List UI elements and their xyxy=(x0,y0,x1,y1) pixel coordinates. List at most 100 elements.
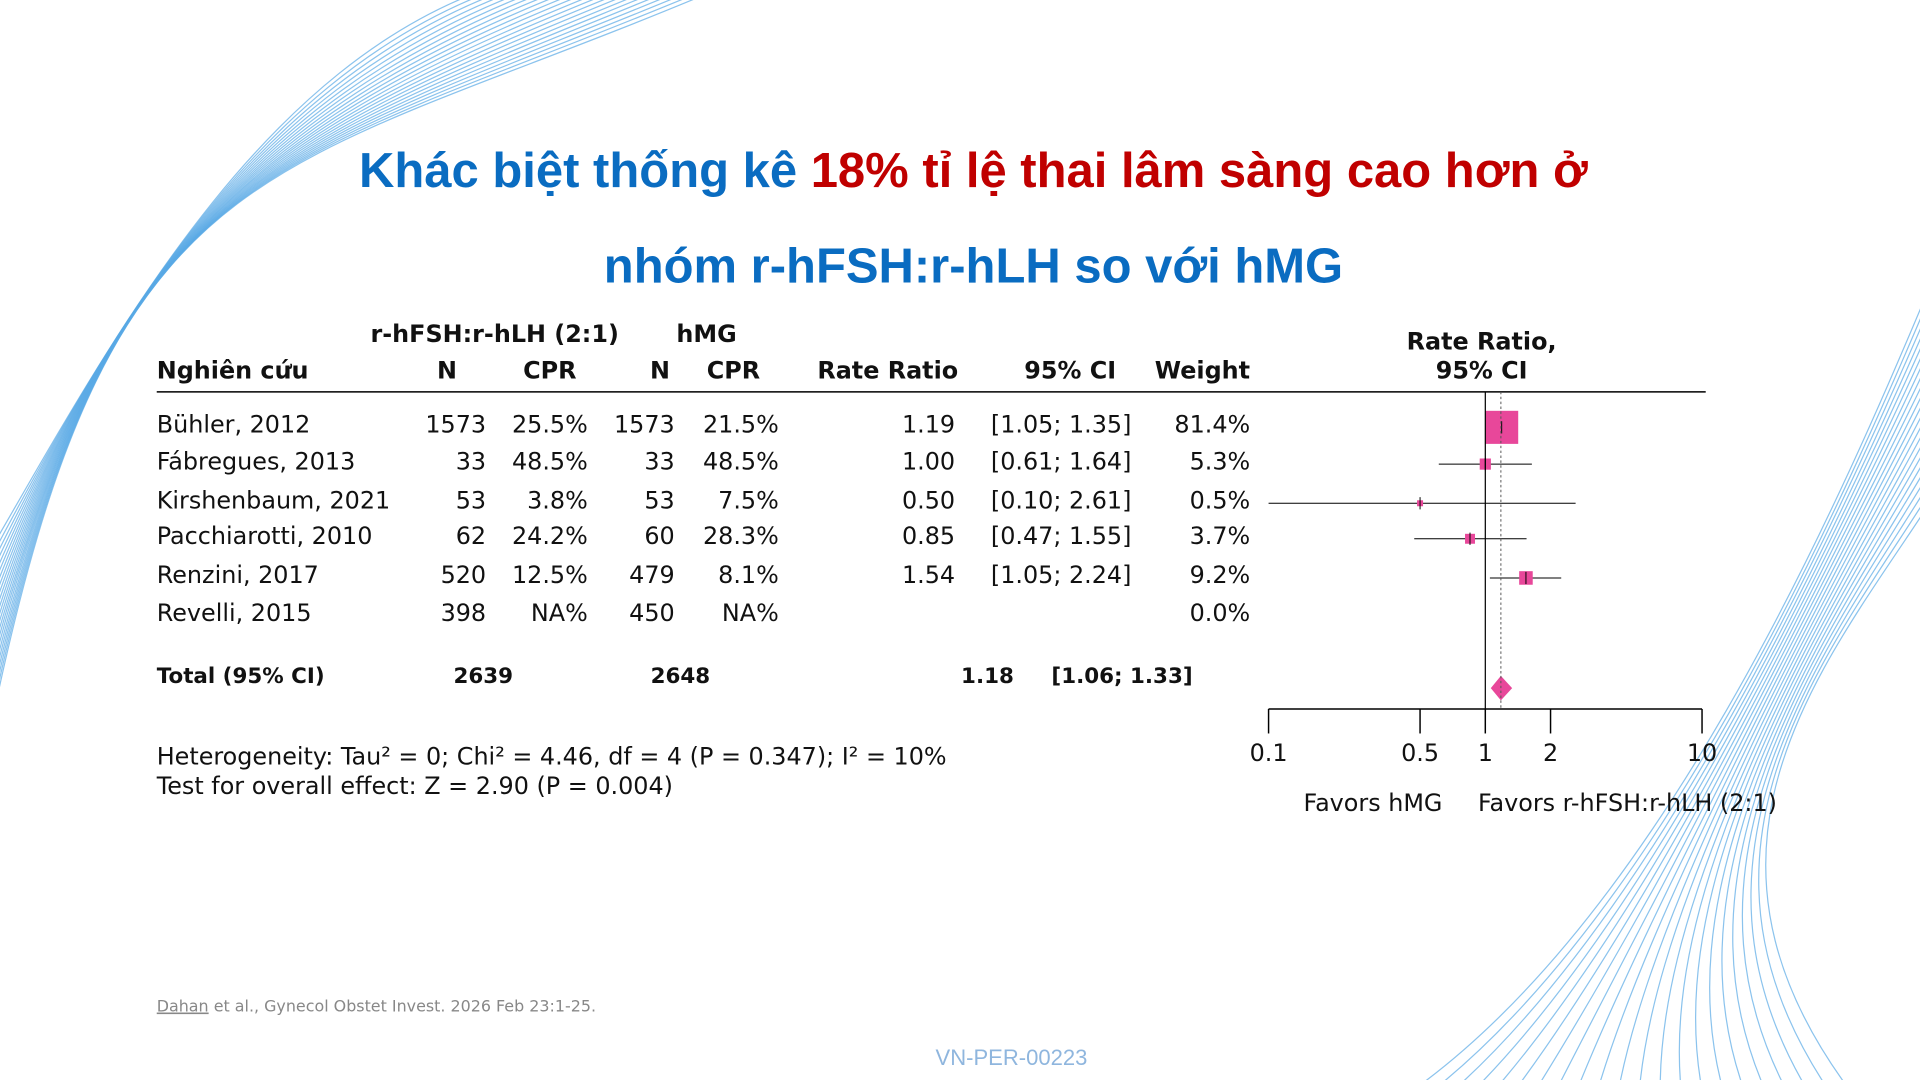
table-cell: 3.8% xyxy=(527,487,588,515)
wave xyxy=(1765,516,1920,1080)
wave xyxy=(1639,417,1920,1080)
column-header: 95% CI xyxy=(1024,357,1116,385)
wave xyxy=(1580,387,1920,1080)
table-cell: 1573 xyxy=(614,411,675,439)
table-cell: Pacchiarotti, 2010 xyxy=(157,522,373,550)
table-cell: Kirshenbaum, 2021 xyxy=(157,487,390,515)
total-diamond xyxy=(1490,675,1513,701)
weight: 0.5% xyxy=(1190,487,1251,515)
footnote: Dahan et al., Gynecol Obstet Invest. 202… xyxy=(157,996,596,1015)
rate-ratio: 1.19 xyxy=(902,411,955,439)
rate-ratio: 1.54 xyxy=(902,561,955,589)
column-header: CPR xyxy=(523,357,576,385)
plot-header: Rate Ratio, xyxy=(1407,327,1557,355)
wave xyxy=(1560,377,1920,1080)
table-cell: 60 xyxy=(644,522,674,550)
wave xyxy=(1521,358,1920,1080)
weight: 81.4% xyxy=(1174,411,1250,439)
table-cell: 62 xyxy=(456,522,486,550)
column-header: Weight xyxy=(1155,357,1250,385)
wave xyxy=(0,0,472,542)
total-n: 2639 xyxy=(453,664,513,689)
table-cell: 479 xyxy=(629,561,675,589)
column-header: N xyxy=(650,357,670,385)
footnote-author: Dahan xyxy=(157,996,209,1015)
column-header: Rate Ratio xyxy=(817,357,958,385)
table-cell: 53 xyxy=(456,487,486,515)
ci-label: [0.10; 2.61] xyxy=(991,487,1132,515)
wave xyxy=(1502,348,1920,1080)
doc-code: VN-PER-00223 xyxy=(936,1045,1088,1070)
group-header: r-hFSH:r-hLH (2:1) xyxy=(371,320,619,348)
table-cell: Fábregues, 2013 xyxy=(157,447,356,475)
stats-line: Test for overall effect: Z = 2.90 (P = 0… xyxy=(156,772,673,800)
x-tick-label: 0.1 xyxy=(1250,739,1288,767)
favors-left: Favors hMG xyxy=(1304,789,1443,817)
wave xyxy=(1425,308,1920,1080)
table-cell: NA% xyxy=(531,599,588,627)
table-cell: 12.5% xyxy=(512,561,588,589)
weight: 0.0% xyxy=(1190,599,1251,627)
table-cell: 7.5% xyxy=(718,487,779,515)
table-cell: 33 xyxy=(456,447,486,475)
total-rr: 1.18 xyxy=(961,664,1014,689)
wave xyxy=(1741,487,1920,1080)
table-cell: 1573 xyxy=(425,411,486,439)
wave xyxy=(0,0,694,688)
rate-ratio: 1.00 xyxy=(902,447,955,475)
rate-ratio: 0.85 xyxy=(902,522,955,550)
stats-line: Heterogeneity: Tau² = 0; Chi² = 4.46, df… xyxy=(157,742,947,770)
weight: 5.3% xyxy=(1190,447,1251,475)
table-cell: 21.5% xyxy=(703,411,779,439)
wave xyxy=(1444,318,1920,1080)
x-tick-label: 0.5 xyxy=(1401,739,1439,767)
wave xyxy=(1659,427,1920,1080)
wave xyxy=(1750,496,1920,1080)
ci-label: [0.61; 1.64] xyxy=(991,447,1132,475)
column-header: Nghiên cứu xyxy=(157,357,309,385)
favors-right: Favors r-hFSH:r-hLH (2:1) xyxy=(1478,789,1777,817)
table-cell: Renzini, 2017 xyxy=(157,561,319,589)
wave xyxy=(1463,328,1920,1080)
group-header: hMG xyxy=(676,320,736,348)
wave xyxy=(1721,467,1920,1080)
total-label: Total (95% CI) xyxy=(157,664,325,689)
wave xyxy=(1678,437,1920,1080)
table-cell: 520 xyxy=(441,561,487,589)
ci-label: [1.05; 2.24] xyxy=(991,561,1132,589)
wave xyxy=(0,0,483,550)
column-header: CPR xyxy=(707,357,760,385)
wave xyxy=(0,0,494,557)
wave xyxy=(1695,447,1920,1080)
title-part: 18% tỉ lệ thai lâm sàng cao hơn ở xyxy=(811,144,1588,198)
wave xyxy=(1732,477,1920,1080)
x-tick-label: 10 xyxy=(1687,739,1717,767)
total-n: 2648 xyxy=(651,664,711,689)
wave xyxy=(1600,397,1920,1080)
title-line: nhóm r-hFSH:r-hLH so với hMG xyxy=(604,239,1343,293)
table-cell: 33 xyxy=(644,447,674,475)
table-cell: 28.3% xyxy=(703,522,779,550)
x-tick-label: 1 xyxy=(1478,739,1493,767)
wave xyxy=(1619,407,1920,1080)
title-part: Khác biệt thống kê xyxy=(359,144,811,198)
table-cell: 24.2% xyxy=(512,522,588,550)
table-cell: 48.5% xyxy=(512,447,588,475)
wave xyxy=(1482,338,1920,1080)
table-cell: 450 xyxy=(629,599,675,627)
table-cell: Revelli, 2015 xyxy=(157,599,312,627)
x-tick-label: 2 xyxy=(1543,739,1558,767)
column-header: N xyxy=(437,357,457,385)
ci-label: [0.47; 1.55] xyxy=(991,522,1132,550)
table-cell: 48.5% xyxy=(703,447,779,475)
title-line: Khác biệt thống kê 18% tỉ lệ thai lâm sà… xyxy=(359,144,1588,198)
rate-ratio: 0.50 xyxy=(902,487,955,515)
wave xyxy=(1758,506,1920,1080)
footnote-text: et al., Gynecol Obstet Invest. 2026 Feb … xyxy=(209,996,596,1015)
table-cell: Bühler, 2012 xyxy=(157,411,311,439)
table-cell: 398 xyxy=(441,599,487,627)
weight: 9.2% xyxy=(1190,561,1251,589)
